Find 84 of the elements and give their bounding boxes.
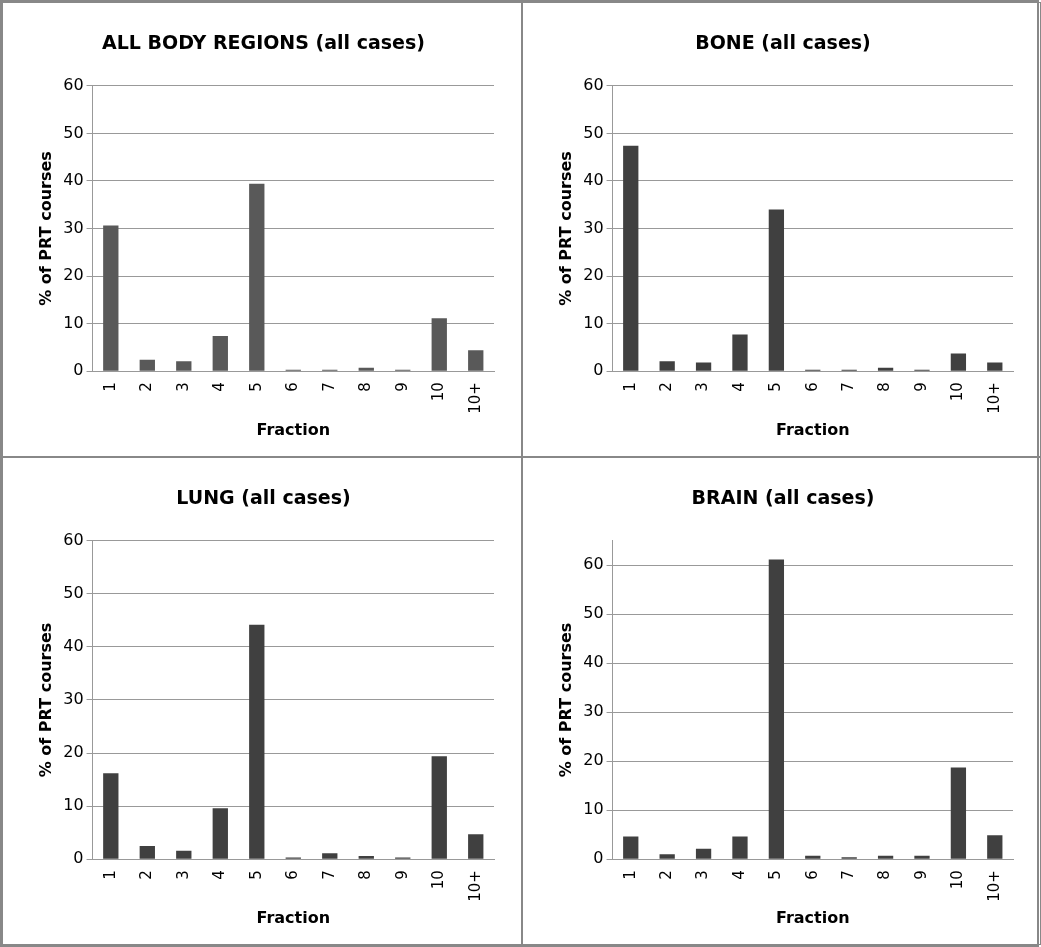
y-tick-label: 40 xyxy=(583,652,604,672)
x-tick-label: 10 xyxy=(429,382,448,402)
x-tick-label: 10 xyxy=(948,382,967,402)
y-tick-label: 40 xyxy=(583,170,604,190)
x-tick-label: 1 xyxy=(100,870,119,880)
x-axis-title: Fraction xyxy=(775,419,850,439)
y-axis-title: % of PRT courses xyxy=(555,622,575,778)
x-tick-label: 8 xyxy=(356,382,375,392)
x-tick-label: 8 xyxy=(875,382,894,392)
y-tick-label: 30 xyxy=(63,689,84,709)
y-tick-label: 0 xyxy=(593,360,604,380)
y-tick-label: 30 xyxy=(583,217,604,237)
x-tick-label: 10+ xyxy=(465,870,484,902)
x-axis-title: Fraction xyxy=(256,419,331,439)
x-axis-title: Fraction xyxy=(775,907,850,927)
x-tick-label: 7 xyxy=(839,382,858,392)
y-tick-label: 0 xyxy=(73,848,84,868)
y-tick-label: 10 xyxy=(63,795,84,815)
y-tick-label: 50 xyxy=(583,122,604,142)
y-tick-label: 40 xyxy=(63,636,84,656)
x-tick-label: 10+ xyxy=(465,382,484,414)
y-tick-label: 40 xyxy=(63,170,84,190)
y-tick-label: 60 xyxy=(583,74,604,94)
y-tick-label: 60 xyxy=(63,529,84,549)
x-tick-label: 3 xyxy=(173,382,192,392)
y-axis-title: % of PRT courses xyxy=(35,151,55,306)
x-tick-label: 2 xyxy=(137,382,156,392)
x-tick-label: 1 xyxy=(620,382,639,392)
x-tick-label: 8 xyxy=(875,870,894,880)
x-tick-label: 10+ xyxy=(984,382,1003,414)
y-tick-label: 20 xyxy=(63,265,84,285)
x-tick-label: 5 xyxy=(766,382,785,392)
x-tick-label: 10 xyxy=(429,870,448,890)
x-tick-label: 4 xyxy=(210,382,229,392)
y-tick-label: 60 xyxy=(63,74,84,94)
x-tick-label: 5 xyxy=(246,382,265,392)
y-tick-label: 20 xyxy=(63,742,84,762)
y-tick-label: 60 xyxy=(583,554,604,574)
x-tick-label: 1 xyxy=(620,870,639,880)
y-tick-label: 50 xyxy=(63,122,84,142)
y-tick-label: 50 xyxy=(63,583,84,603)
y-tick-label: 10 xyxy=(583,312,604,332)
y-tick-label: 30 xyxy=(583,701,604,721)
x-tick-label: 6 xyxy=(283,870,302,880)
x-tick-label: 5 xyxy=(246,870,265,880)
x-tick-label: 7 xyxy=(319,382,338,392)
x-tick-label: 9 xyxy=(911,870,930,880)
x-tick-label: 2 xyxy=(657,382,676,392)
chart-title: ALL BODY REGIONS (all cases) xyxy=(102,31,425,54)
y-tick-label: 10 xyxy=(583,799,604,819)
x-tick-label: 3 xyxy=(693,870,712,880)
x-tick-label: 9 xyxy=(392,382,411,392)
y-tick-label: 0 xyxy=(73,360,84,380)
y-axis-title: % of PRT courses xyxy=(35,622,55,778)
x-axis-title: Fraction xyxy=(256,907,331,927)
chart-title: LUNG (all cases) xyxy=(176,486,351,509)
x-tick-label: 6 xyxy=(802,382,821,392)
x-tick-label: 9 xyxy=(392,870,411,880)
y-tick-label: 20 xyxy=(583,265,604,285)
x-tick-label: 5 xyxy=(766,870,785,880)
y-tick-label: 20 xyxy=(583,750,604,770)
y-axis-title: % of PRT courses xyxy=(555,151,575,306)
x-tick-label: 8 xyxy=(356,870,375,880)
x-tick-label: 3 xyxy=(173,870,192,880)
x-tick-label: 4 xyxy=(210,870,229,880)
y-tick-label: 10 xyxy=(63,312,84,332)
x-tick-label: 1 xyxy=(100,382,119,392)
x-tick-label: 9 xyxy=(911,382,930,392)
x-tick-label: 7 xyxy=(839,870,858,880)
x-tick-label: 2 xyxy=(657,870,676,880)
y-tick-label: 30 xyxy=(63,217,84,237)
y-tick-label: 0 xyxy=(593,848,604,868)
x-tick-label: 6 xyxy=(802,870,821,880)
x-tick-label: 3 xyxy=(693,382,712,392)
x-tick-label: 7 xyxy=(319,870,338,880)
x-tick-label: 6 xyxy=(283,382,302,392)
y-tick-label: 50 xyxy=(583,603,604,623)
x-tick-label: 2 xyxy=(137,870,156,880)
chart-title: BRAIN (all cases) xyxy=(691,486,875,509)
x-tick-label: 10+ xyxy=(984,870,1003,902)
x-tick-label: 10 xyxy=(948,870,967,890)
x-tick-label: 4 xyxy=(729,382,748,392)
chart-title: BONE (all cases) xyxy=(695,31,871,54)
x-tick-label: 4 xyxy=(729,870,748,880)
